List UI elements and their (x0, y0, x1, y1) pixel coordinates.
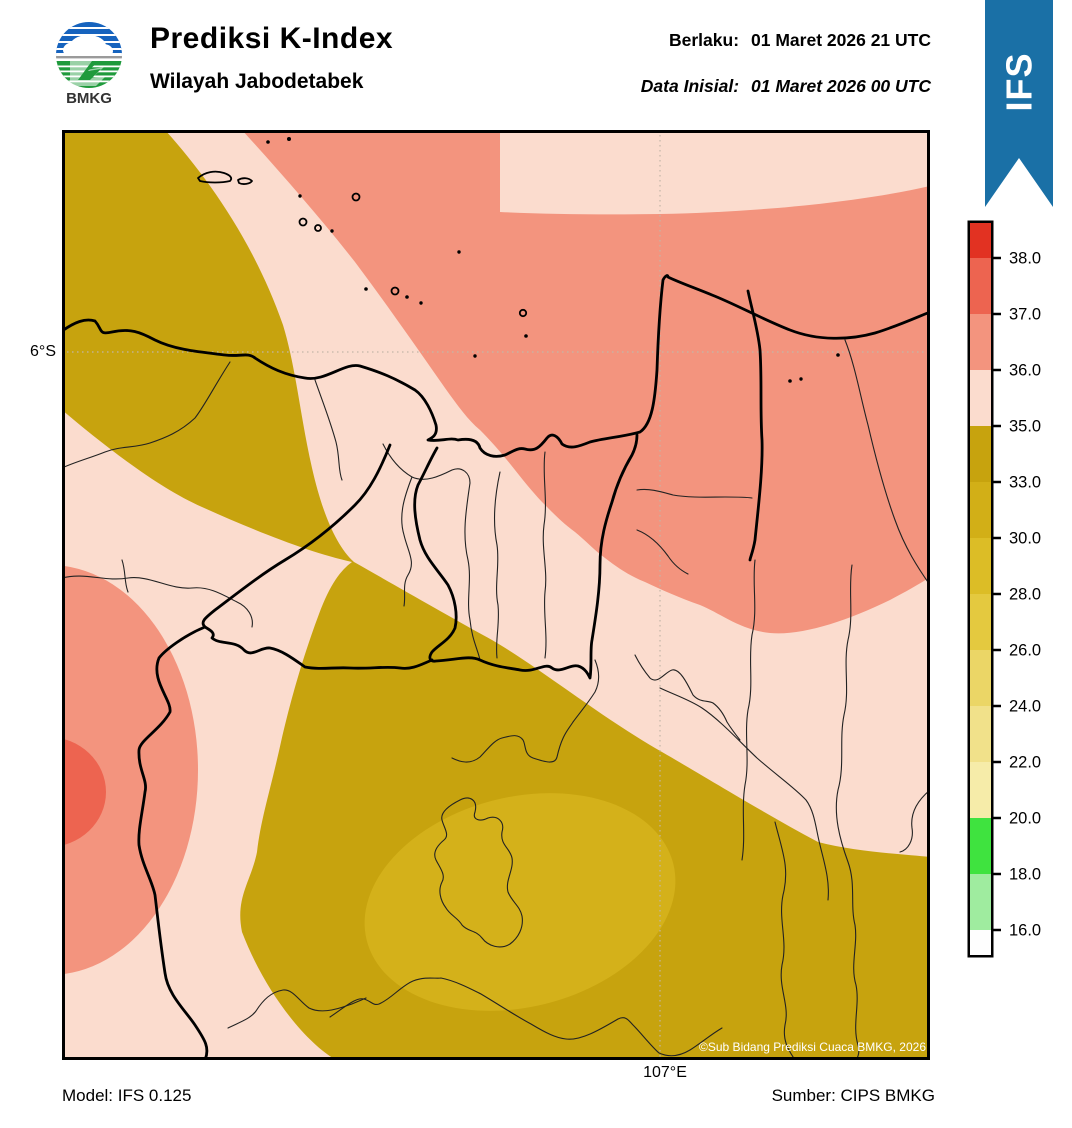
islands-kepulauan-seribu (197, 137, 840, 383)
colorbar-tick-labels: 38.0 37.0 36.0 35.0 33.0 30.0 28.0 26.0 24.0 22.0… (1009, 250, 1041, 940)
bmkg-logo-text: BMKG (66, 90, 112, 107)
colorbar-segment (970, 650, 991, 706)
fill-region-30-33-ellipse (364, 793, 676, 1011)
colorbar: 38.0 37.0 36.0 35.0 33.0 30.0 28.0 26.0 24.0 22.0… (967, 220, 1041, 958)
colorbar-tick-label: 36.0 (1009, 362, 1041, 380)
footer-source: Sumber: CIPS BMKG (771, 1086, 935, 1105)
colorbar-segment (970, 874, 991, 930)
valid-time-label: Berlaku: (669, 30, 740, 50)
bmkg-logo-globe (56, 22, 122, 88)
colorbar-tick-label: 35.0 (1009, 418, 1041, 436)
fill-region-37-38-core (62, 738, 106, 846)
colorbar-tick-label: 33.0 (1009, 474, 1041, 492)
province-boundary-south-jakarta (203, 625, 434, 670)
colorbar-segment (970, 223, 991, 258)
colorbar-segment (970, 762, 991, 818)
colorbar-tick-label: 20.0 (1009, 810, 1041, 828)
ribbon-shape (985, 0, 1053, 207)
admin-boundaries-thin (62, 339, 930, 1060)
colorbar-tick-label: 37.0 (1009, 306, 1041, 324)
fill-region-35-36-topstrip (500, 130, 930, 215)
colorbar-segments (970, 223, 991, 955)
colorbar-segment (970, 482, 991, 538)
fill-region-33-35 (62, 130, 930, 1060)
initial-time-line: Data Inisial: 01 Maret 2026 00 UTC (641, 76, 931, 97)
colorbar-segment (970, 818, 991, 874)
map-canvas (62, 130, 930, 1060)
colorbar-tick-label: 18.0 (1009, 866, 1041, 884)
model-ribbon: IFS (985, 0, 1053, 207)
valid-time-value: 01 Maret 2026 21 UTC (751, 30, 931, 50)
colorbar-tick-label: 38.0 (1009, 250, 1041, 268)
colorbar-segment (970, 930, 991, 955)
colorbar-tick-label: 26.0 (1009, 642, 1041, 660)
colorbar-segment (970, 538, 991, 594)
province-boundary-east (746, 289, 764, 562)
colorbar-segment (970, 426, 991, 482)
colorbar-ticks (991, 256, 1001, 932)
province-boundary-west (137, 443, 392, 1060)
footer-model: Model: IFS 0.125 (62, 1086, 192, 1105)
colorbar-segment (970, 258, 991, 314)
coastline-north-java (62, 274, 930, 458)
colorbar-tick-label: 22.0 (1009, 754, 1041, 772)
colorbar-segment (970, 370, 991, 426)
colorbar-segment (970, 706, 991, 762)
bmkg-logo: BMKG (56, 22, 122, 107)
colorbar-tick-label: 30.0 (1009, 530, 1041, 548)
latitude-label: 6°S (30, 343, 56, 360)
valid-time-line: Berlaku: 01 Maret 2026 21 UTC (669, 30, 931, 51)
page-title: Prediksi K-Index (150, 22, 394, 55)
colorbar-segment (970, 314, 991, 370)
initial-time-value: 01 Maret 2026 00 UTC (751, 76, 931, 96)
colorbar-tick-label: 24.0 (1009, 698, 1041, 716)
colorbar-tick-label: 16.0 (1009, 922, 1041, 940)
coastline-and-province-boundaries (62, 274, 930, 1060)
colorbar-border (967, 220, 994, 958)
ribbon-label: IFS (999, 52, 1040, 111)
map-border (62, 130, 930, 1060)
copyright-text: ©Sub Bidang Prediksi Cuaca BMKG, 2026 (699, 1040, 926, 1054)
graticule (62, 130, 930, 1060)
province-boundary-jakarta (413, 433, 639, 680)
colorbar-tick-label: 28.0 (1009, 586, 1041, 604)
longitude-label: 107°E (643, 1064, 687, 1081)
initial-time-label: Data Inisial: (640, 76, 740, 96)
page-subtitle: Wilayah Jabodetabek (150, 70, 364, 93)
colorbar-segment (970, 594, 991, 650)
fill-region-36-37-west-blob (62, 565, 198, 975)
